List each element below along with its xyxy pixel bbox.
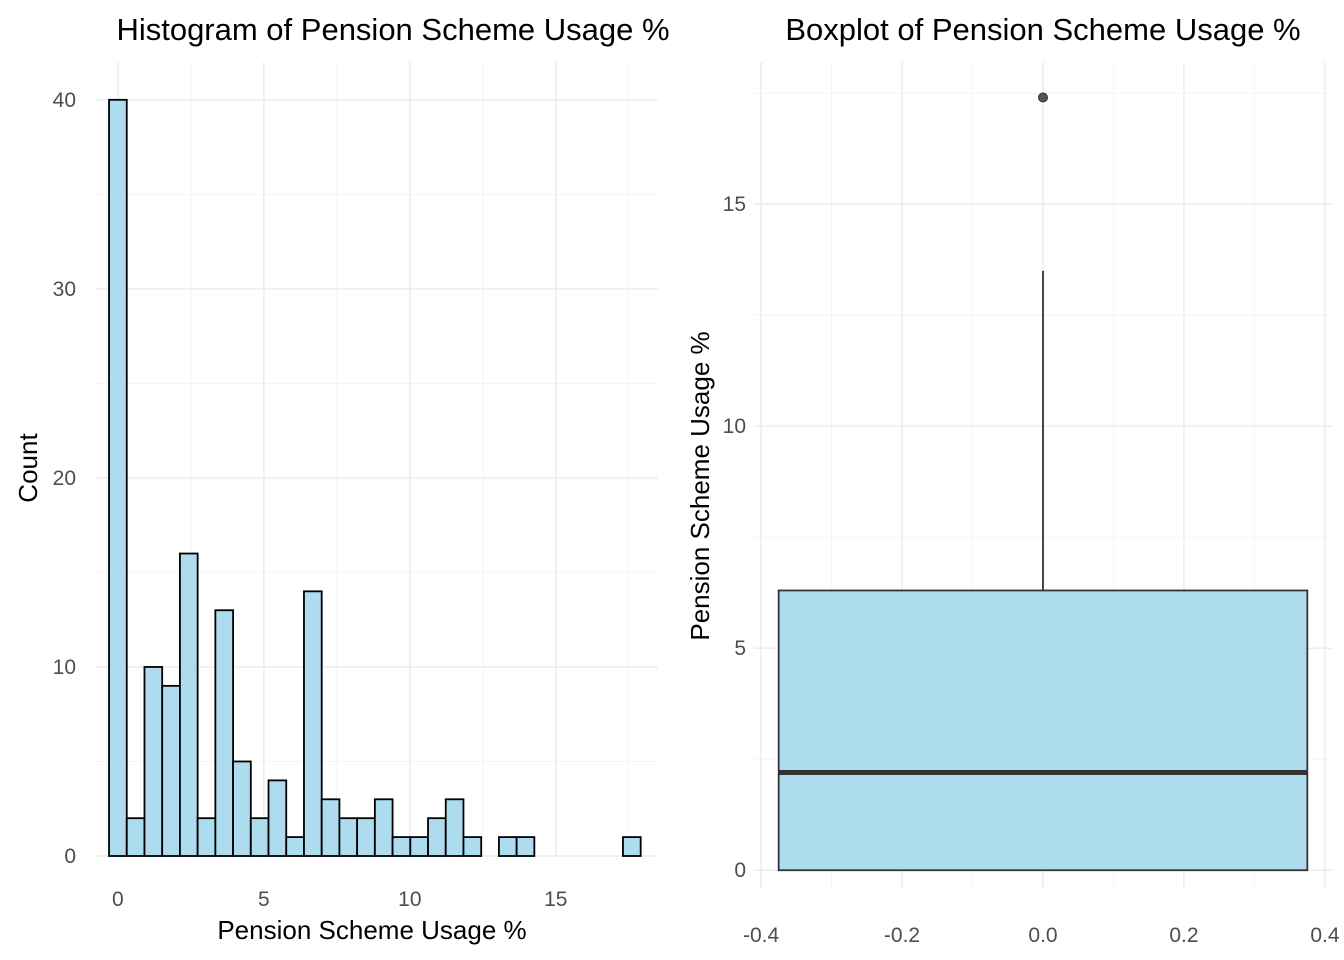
boxplot-x-tick-label: 0.0 bbox=[1028, 924, 1057, 947]
histogram-bar bbox=[515, 836, 536, 857]
histogram-panel: 0 5 10 15 0 10 20 30 40 Histogram of Pension Sc… bbox=[13, 12, 670, 945]
histogram-x-tick-label: 10 bbox=[398, 888, 421, 911]
histogram-bar bbox=[161, 684, 181, 857]
histogram-bar bbox=[232, 760, 252, 857]
histogram-bar bbox=[622, 836, 642, 857]
histogram-bar bbox=[196, 817, 217, 857]
histogram-bar bbox=[108, 98, 128, 857]
boxplot-panel: -0.4 -0.2 0.0 0.2 0.4 0 5 10 15 Boxplot of Pens… bbox=[685, 12, 1340, 947]
histogram-y-tick-label: 0 bbox=[64, 845, 76, 868]
boxplot-x-tick-label: -0.2 bbox=[884, 924, 920, 947]
histogram-bars bbox=[108, 98, 642, 857]
boxplot-y-tick-label: 15 bbox=[723, 193, 746, 216]
boxplot-outlier-point bbox=[1038, 92, 1048, 103]
boxplot-title: Boxplot of Pension Scheme Usage % bbox=[785, 12, 1300, 47]
histogram-bar bbox=[125, 817, 146, 857]
boxplot-x-tick-label: 0.2 bbox=[1169, 924, 1198, 947]
boxplot-y-axis-title: Pension Scheme Usage % bbox=[685, 331, 715, 640]
histogram-y-tick-label: 10 bbox=[53, 656, 76, 679]
histogram-bar bbox=[373, 798, 394, 857]
boxplot-x-tick-label: 0.4 bbox=[1310, 924, 1340, 947]
histogram-bar bbox=[303, 590, 323, 857]
histogram-bar bbox=[409, 836, 429, 857]
histogram-title: Histogram of Pension Scheme Usage % bbox=[116, 12, 669, 47]
histogram-x-tick-label: 0 bbox=[112, 888, 124, 911]
histogram-y-tick-label: 30 bbox=[53, 278, 76, 301]
boxplot-box bbox=[777, 589, 1309, 872]
histogram-x-tick-label: 15 bbox=[544, 888, 567, 911]
histogram-bar bbox=[285, 836, 305, 857]
histogram-bar bbox=[214, 609, 234, 857]
histogram-bar bbox=[249, 817, 270, 857]
histogram-bar bbox=[356, 817, 376, 857]
histogram-bar bbox=[179, 552, 199, 857]
histogram-bar bbox=[444, 798, 465, 857]
histogram-bar bbox=[498, 836, 518, 857]
histogram-bar bbox=[427, 817, 447, 857]
histogram-x-tick-label: 5 bbox=[258, 888, 270, 911]
histogram-y-tick-labels: 0 10 20 30 40 bbox=[53, 89, 76, 868]
histogram-bar bbox=[338, 817, 359, 857]
boxplot-x-tick-label: -0.4 bbox=[743, 924, 780, 947]
histogram-x-tick-labels: 0 5 10 15 bbox=[112, 888, 567, 911]
histogram-bar bbox=[391, 836, 412, 857]
histogram-bar bbox=[462, 836, 483, 857]
histogram-x-axis-title: Pension Scheme Usage % bbox=[217, 915, 526, 945]
boxplot-y-tick-label: 10 bbox=[723, 415, 746, 438]
boxplot-y-tick-label: 0 bbox=[734, 859, 746, 882]
boxplot-y-tick-labels: 0 5 10 15 bbox=[723, 193, 746, 882]
histogram-y-axis-title: Count bbox=[13, 433, 43, 503]
histogram-y-tick-label: 20 bbox=[53, 467, 76, 490]
boxplot-x-tick-labels: -0.4 -0.2 0.0 0.2 0.4 bbox=[743, 924, 1340, 947]
boxplot-y-tick-label: 5 bbox=[734, 637, 746, 660]
histogram-bar bbox=[267, 779, 288, 857]
boxplot-marks bbox=[777, 92, 1309, 872]
histogram-y-tick-label: 40 bbox=[53, 89, 76, 112]
histogram-bar bbox=[143, 666, 164, 857]
histogram-bar bbox=[320, 798, 341, 857]
